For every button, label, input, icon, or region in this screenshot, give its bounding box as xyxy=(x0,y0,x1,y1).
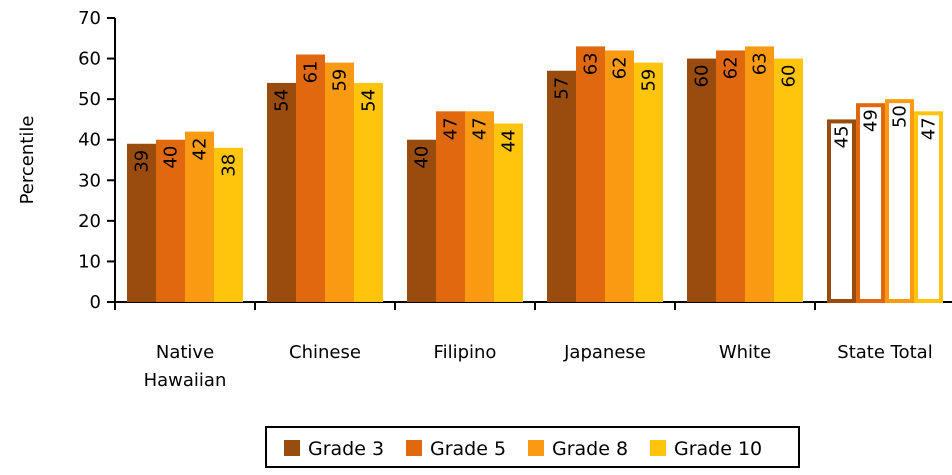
data-label: 57 xyxy=(552,77,573,100)
bar xyxy=(325,62,354,302)
data-label: 47 xyxy=(470,117,491,140)
y-tick-label: 50 xyxy=(78,89,101,110)
category-label: Japanese xyxy=(563,342,646,363)
y-tick-label: 60 xyxy=(78,49,101,70)
data-label: 59 xyxy=(639,69,660,92)
category-label: Native Hawaiian xyxy=(144,342,227,391)
data-label: 40 xyxy=(412,146,433,169)
bar xyxy=(407,139,436,302)
bar xyxy=(687,58,716,303)
y-tick-label: 40 xyxy=(78,130,101,151)
legend-swatch xyxy=(650,440,666,456)
bar xyxy=(576,46,605,303)
data-label: 47 xyxy=(441,117,462,140)
legend-swatch xyxy=(406,440,422,456)
y-axis-title: Percentile xyxy=(17,116,38,205)
bar xyxy=(885,99,914,304)
data-label: 50 xyxy=(890,105,911,128)
data-label: 63 xyxy=(581,52,602,75)
data-label: 40 xyxy=(161,146,182,169)
data-label: 60 xyxy=(779,65,800,88)
bar xyxy=(547,70,576,302)
bar xyxy=(156,139,185,302)
y-axis: 0 10 20 30 40 50 60 70 xyxy=(78,8,116,313)
data-label: 45 xyxy=(832,125,853,148)
legend-label: Grade 8 xyxy=(552,438,628,460)
category-label-line: Filipino xyxy=(434,342,497,363)
data-label: 42 xyxy=(190,138,211,161)
data-label: 47 xyxy=(919,117,940,140)
category-label: White xyxy=(719,342,771,363)
legend-label: Grade 10 xyxy=(674,438,762,460)
data-label: 49 xyxy=(861,109,882,132)
data-label: 62 xyxy=(721,56,742,79)
bar xyxy=(634,62,663,302)
data-label: 60 xyxy=(692,65,713,88)
data-label: 38 xyxy=(219,154,240,177)
data-label: 63 xyxy=(750,52,771,75)
y-tick-label: 10 xyxy=(78,251,101,272)
bar xyxy=(774,58,803,303)
data-label: 59 xyxy=(330,69,351,92)
bar xyxy=(605,50,634,303)
bar xyxy=(827,119,856,303)
y-tick-label: 30 xyxy=(78,170,101,191)
x-axis: Native Hawaiian Chinese Filipino Japanese Whi… xyxy=(114,301,952,391)
bar xyxy=(185,131,214,302)
bar xyxy=(267,82,296,303)
category-label-line: Japanese xyxy=(563,342,646,363)
legend-swatch xyxy=(284,440,300,456)
category-label-line: White xyxy=(719,342,771,363)
bar xyxy=(436,111,465,302)
category-label-line: Hawaiian xyxy=(144,370,227,391)
category-label-line: Chinese xyxy=(289,342,361,363)
bar xyxy=(494,123,523,302)
category-label-line: Native xyxy=(156,342,214,363)
category-label: State Total xyxy=(837,342,932,363)
bars: 39 40 42 38 54 61 59 54 40 47 47 44 57 63 62 59 60 62 63 60… xyxy=(127,46,943,304)
bar xyxy=(214,147,243,302)
bar xyxy=(296,54,325,303)
legend-label: Grade 5 xyxy=(430,438,506,460)
y-tick-label: 0 xyxy=(90,292,101,313)
category-label: Filipino xyxy=(434,342,497,363)
data-label: 54 xyxy=(359,89,380,112)
bar xyxy=(856,103,885,303)
data-label: 61 xyxy=(301,61,322,84)
bar xyxy=(465,111,494,302)
bar xyxy=(127,143,156,302)
y-tick-label: 70 xyxy=(78,8,101,29)
category-label: Chinese xyxy=(289,342,361,363)
data-label: 44 xyxy=(499,129,520,152)
bar xyxy=(354,82,383,303)
data-label: 62 xyxy=(610,56,631,79)
bar xyxy=(914,111,943,303)
legend-swatch xyxy=(528,440,544,456)
y-tick-label: 20 xyxy=(78,211,101,232)
bar xyxy=(716,50,745,303)
data-label: 39 xyxy=(132,150,153,173)
data-label: 54 xyxy=(272,89,293,112)
category-label-line: State Total xyxy=(837,342,932,363)
bar xyxy=(745,46,774,303)
legend-label: Grade 3 xyxy=(308,438,384,460)
legend: Grade 3 Grade 5 Grade 8 Grade 10 xyxy=(265,426,800,468)
